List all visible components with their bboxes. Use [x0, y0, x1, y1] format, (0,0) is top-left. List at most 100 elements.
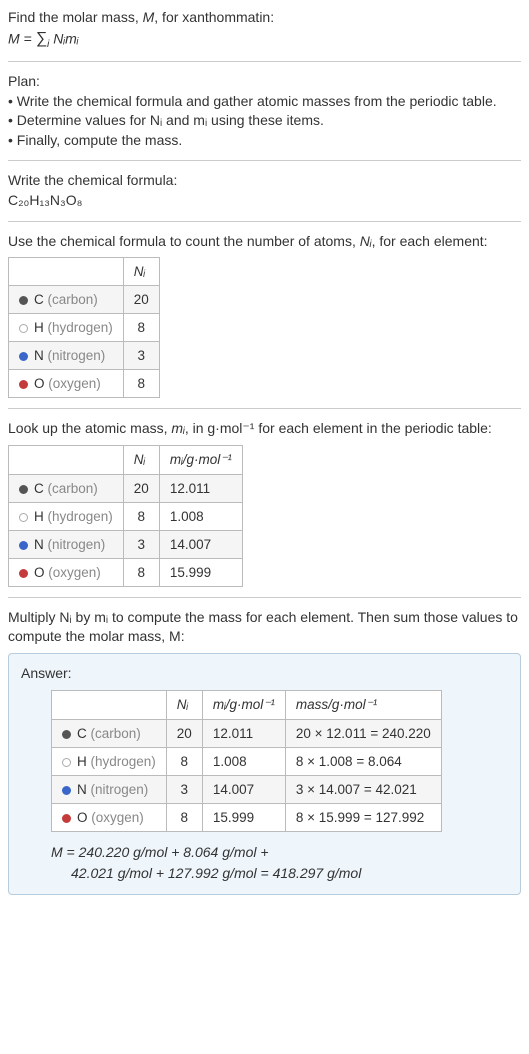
- count-value: 3: [123, 342, 159, 370]
- masses-heading-a: Look up the atomic mass,: [8, 420, 171, 436]
- divider: [8, 597, 521, 598]
- m-value: 1.008: [159, 502, 242, 530]
- final-computation: M = 240.220 g/mol + 8.064 g/mol + 42.021…: [51, 842, 508, 884]
- element-cell: C (carbon): [52, 719, 167, 747]
- plan-heading: Plan:: [8, 72, 521, 92]
- element-name: (oxygen): [45, 565, 101, 580]
- n-value: 8: [166, 803, 202, 831]
- plan-section: Plan: • Write the chemical formula and g…: [8, 72, 521, 150]
- n-value: 20: [166, 719, 202, 747]
- answer-box: Answer: Nᵢ mᵢ/g·mol⁻¹ mass/g·mol⁻¹ C (ca…: [8, 653, 521, 895]
- element-dot-icon: [62, 814, 71, 823]
- intro-section: Find the molar mass, M, for xanthommatin…: [8, 8, 521, 51]
- table-row: H (hydrogen) 8 1.008 8 × 1.008 = 8.064: [52, 747, 442, 775]
- element-symbol: O: [77, 810, 88, 825]
- element-symbol: O: [34, 565, 45, 580]
- count-value: 20: [123, 286, 159, 314]
- element-symbol: C: [34, 292, 44, 307]
- molar-mass-formula: M = ∑i Nᵢmᵢ: [8, 28, 521, 51]
- count-heading-var: Nᵢ: [360, 233, 372, 249]
- header-m: mᵢ/g·mol⁻¹: [202, 690, 285, 719]
- element-symbol: O: [34, 376, 45, 391]
- element-dot-icon: [19, 296, 28, 305]
- table-header-row: Nᵢ mᵢ/g·mol⁻¹ mass/g·mol⁻¹: [52, 690, 442, 719]
- element-dot-icon: [19, 541, 28, 550]
- m-value: 14.007: [202, 775, 285, 803]
- element-symbol: N: [34, 348, 44, 363]
- n-value: 8: [166, 747, 202, 775]
- header-n: Nᵢ: [123, 445, 159, 474]
- final-line-1: M = 240.220 g/mol + 8.064 g/mol +: [51, 844, 269, 860]
- count-value: 8: [123, 370, 159, 398]
- element-cell: C (carbon): [9, 474, 124, 502]
- element-dot-icon: [19, 352, 28, 361]
- masses-heading-b: , in g·mol⁻¹ for each element in the per…: [185, 420, 492, 436]
- answer-table: Nᵢ mᵢ/g·mol⁻¹ mass/g·mol⁻¹ C (carbon) 20…: [51, 690, 442, 832]
- element-name: (carbon): [87, 726, 141, 741]
- element-symbol: H: [34, 320, 44, 335]
- element-cell: H (hydrogen): [9, 502, 124, 530]
- header-n: Nᵢ: [123, 258, 159, 286]
- masses-section: Look up the atomic mass, mᵢ, in g·mol⁻¹ …: [8, 419, 521, 587]
- plan-bullet-3: • Finally, compute the mass.: [8, 131, 521, 151]
- compute-heading: Multiply Nᵢ by mᵢ to compute the mass fo…: [8, 608, 521, 647]
- chemformula-section: Write the chemical formula: C₂₀H₁₃N₃O₈: [8, 171, 521, 210]
- masses-table: Nᵢ mᵢ/g·mol⁻¹ C (carbon) 20 12.011 H (hy…: [8, 445, 243, 587]
- element-cell: N (nitrogen): [9, 530, 124, 558]
- divider: [8, 61, 521, 62]
- element-cell: H (hydrogen): [9, 314, 124, 342]
- header-n: Nᵢ: [166, 690, 202, 719]
- element-name: (nitrogen): [44, 537, 106, 552]
- element-cell: H (hydrogen): [52, 747, 167, 775]
- masses-heading: Look up the atomic mass, mᵢ, in g·mol⁻¹ …: [8, 419, 521, 439]
- m-value: 14.007: [159, 530, 242, 558]
- element-dot-icon: [19, 485, 28, 494]
- element-symbol: H: [77, 754, 87, 769]
- table-row: N (nitrogen) 3 14.007: [9, 530, 243, 558]
- table-row: C (carbon) 20 12.011: [9, 474, 243, 502]
- table-row: O (oxygen) 8 15.999: [9, 558, 243, 586]
- final-line-2: 42.021 g/mol + 127.992 g/mol = 418.297 g…: [51, 863, 508, 884]
- element-dot-icon: [19, 380, 28, 389]
- chemical-formula: C₂₀H₁₃N₃O₈: [8, 191, 521, 211]
- mass-value: 3 × 14.007 = 42.021: [285, 775, 441, 803]
- intro-line: Find the molar mass, M, for xanthommatin…: [8, 8, 521, 28]
- sigma-symbol: ∑: [36, 30, 47, 47]
- element-cell: O (oxygen): [52, 803, 167, 831]
- m-value: 1.008: [202, 747, 285, 775]
- count-table: Nᵢ C (carbon) 20 H (hydrogen) 8 N (nitro…: [8, 257, 160, 398]
- count-heading: Use the chemical formula to count the nu…: [8, 232, 521, 252]
- m-value: 12.011: [202, 719, 285, 747]
- intro-var-m: M: [143, 9, 155, 25]
- plan-bullet-1: • Write the chemical formula and gather …: [8, 92, 521, 112]
- divider: [8, 221, 521, 222]
- element-cell: C (carbon): [9, 286, 124, 314]
- count-heading-b: , for each element:: [372, 233, 488, 249]
- divider: [8, 408, 521, 409]
- element-cell: N (nitrogen): [9, 342, 124, 370]
- element-name: (hydrogen): [44, 320, 113, 335]
- intro-text-b: , for xanthommatin:: [154, 9, 274, 25]
- element-symbol: H: [34, 509, 44, 524]
- element-symbol: N: [77, 782, 87, 797]
- m-value: 15.999: [202, 803, 285, 831]
- plan-bullet-2: • Determine values for Nᵢ and mᵢ using t…: [8, 111, 521, 131]
- formula-prefix: M =: [8, 30, 36, 46]
- element-dot-icon: [62, 786, 71, 795]
- divider: [8, 160, 521, 161]
- element-name: (hydrogen): [44, 509, 113, 524]
- element-dot-icon: [19, 324, 28, 333]
- n-value: 8: [123, 502, 159, 530]
- m-value: 12.011: [159, 474, 242, 502]
- table-header-row: Nᵢ: [9, 258, 160, 286]
- element-name: (nitrogen): [44, 348, 106, 363]
- element-cell: O (oxygen): [9, 370, 124, 398]
- n-value: 3: [123, 530, 159, 558]
- header-blank: [9, 445, 124, 474]
- n-value: 3: [166, 775, 202, 803]
- answer-label: Answer:: [21, 664, 508, 684]
- element-symbol: C: [77, 726, 87, 741]
- mass-value: 20 × 12.011 = 240.220: [285, 719, 441, 747]
- element-name: (hydrogen): [87, 754, 156, 769]
- table-row: N (nitrogen) 3 14.007 3 × 14.007 = 42.02…: [52, 775, 442, 803]
